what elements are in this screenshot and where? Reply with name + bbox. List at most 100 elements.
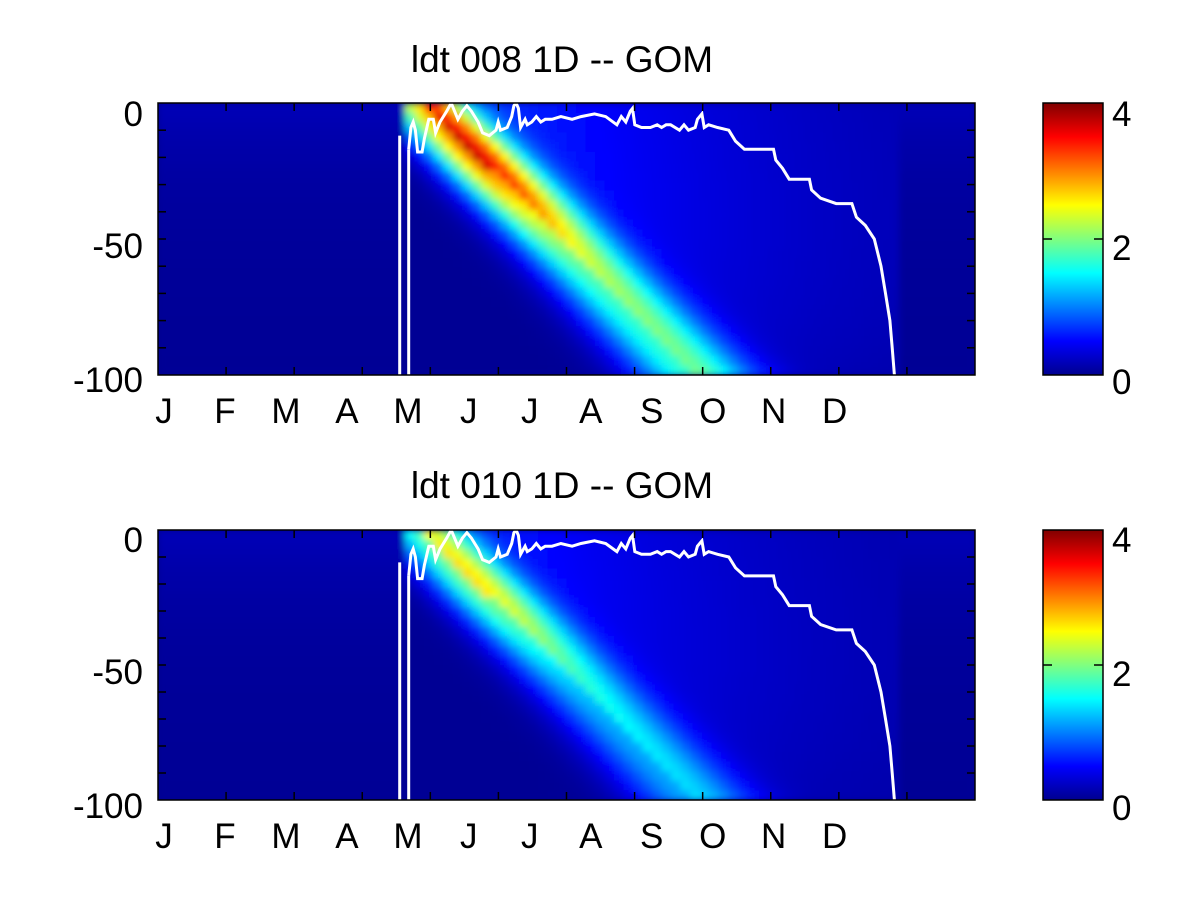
heatmap-cell <box>576 355 587 367</box>
heatmap-cell <box>604 780 615 792</box>
heatmap-cell <box>842 248 853 260</box>
heatmap-cell <box>785 713 796 724</box>
heatmap-cell <box>899 180 910 192</box>
heatmap-cell <box>329 742 340 753</box>
heatmap-cell <box>367 229 378 240</box>
heatmap-cell <box>614 103 625 114</box>
heatmap-cell <box>338 151 349 163</box>
heatmap-cell <box>481 655 492 666</box>
heatmap-cell <box>785 141 796 153</box>
heatmap-cell <box>918 558 929 570</box>
heatmap-cell <box>338 336 349 347</box>
heatmap-cell <box>243 180 254 192</box>
heatmap-cell <box>633 616 644 628</box>
heatmap-cell <box>804 549 815 560</box>
heatmap-cell <box>804 703 815 715</box>
heatmap-cell <box>509 790 520 800</box>
heatmap-cell <box>519 722 530 734</box>
heatmap-cell <box>519 141 530 153</box>
heatmap-cell <box>376 151 387 163</box>
heatmap-cell <box>243 713 254 724</box>
heatmap-cell <box>177 616 188 628</box>
heatmap-cell <box>386 219 397 231</box>
heatmap-cell <box>842 190 853 201</box>
heatmap-cell <box>310 713 321 724</box>
heatmap-cell <box>519 780 530 792</box>
heatmap-cell <box>186 549 197 560</box>
heatmap-cell <box>196 161 207 172</box>
heatmap-cell <box>633 684 644 695</box>
heatmap-cell <box>604 674 615 686</box>
heatmap-cell <box>737 597 748 608</box>
heatmap-cell <box>547 151 558 163</box>
heatmap-cell <box>908 578 919 589</box>
heatmap-cell <box>177 703 188 715</box>
heatmap-cell <box>756 539 767 551</box>
heatmap-cell <box>433 171 444 182</box>
heatmap-cell <box>329 703 340 715</box>
heatmap-cell <box>519 209 530 221</box>
heatmap-cell <box>785 655 796 666</box>
heatmap-cell <box>310 674 321 686</box>
heatmap-cell <box>842 780 853 792</box>
x-tick-label: M <box>271 392 300 431</box>
heatmap-cell <box>433 568 444 580</box>
heatmap-cell <box>338 751 349 763</box>
heatmap-cell <box>756 209 767 221</box>
heatmap-cell <box>832 674 843 686</box>
heatmap-cell <box>509 597 520 608</box>
heatmap-cell <box>547 674 558 686</box>
heatmap-cell <box>766 578 777 589</box>
heatmap-cell <box>832 297 843 308</box>
heatmap-cell <box>528 239 539 250</box>
colorbar-tick-label: 2 <box>1112 655 1131 694</box>
heatmap-cell <box>718 684 729 695</box>
heatmap-cell <box>766 703 777 715</box>
heatmap-cell <box>604 200 615 211</box>
heatmap-cell <box>823 722 834 734</box>
heatmap-cell <box>851 693 862 705</box>
heatmap-cell <box>861 103 872 114</box>
heatmap-cell <box>547 316 558 328</box>
heatmap-cell <box>642 326 653 337</box>
heatmap-cell <box>927 674 938 686</box>
heatmap-cell <box>652 578 663 589</box>
heatmap-cell <box>699 616 710 628</box>
heatmap-cell <box>870 636 881 647</box>
heatmap-cell <box>348 732 359 743</box>
heatmap-cell <box>509 365 520 375</box>
heatmap-cell <box>756 607 767 618</box>
heatmap-cell <box>310 722 321 734</box>
heatmap-cell <box>319 180 330 192</box>
heatmap-cell <box>310 607 321 618</box>
heatmap-cell <box>196 307 207 318</box>
heatmap-cell <box>614 780 625 792</box>
heatmap-cell <box>861 326 872 337</box>
heatmap-cell <box>272 790 283 800</box>
heatmap-cell <box>728 287 739 299</box>
heatmap-cell <box>652 277 663 289</box>
heatmap-cell <box>500 655 511 666</box>
heatmap-cell <box>633 713 644 724</box>
y-tick-label: -50 <box>92 227 143 266</box>
heatmap-cell <box>756 790 767 800</box>
heatmap-cell <box>424 122 435 133</box>
heatmap-cell <box>633 132 644 143</box>
colorbar-gradient <box>1042 529 1104 801</box>
heatmap-cell <box>386 180 397 192</box>
heatmap-cell <box>870 141 881 153</box>
heatmap-cell <box>614 703 625 715</box>
heatmap-cell <box>576 549 587 560</box>
heatmap-cell <box>471 297 482 308</box>
heatmap-cell <box>462 307 473 318</box>
heatmap-cell <box>946 607 957 618</box>
heatmap-cell <box>462 790 473 800</box>
heatmap-cell <box>775 277 786 289</box>
heatmap-cell <box>661 578 672 589</box>
heatmap-cell <box>794 539 805 551</box>
heatmap-cell <box>785 684 796 695</box>
heatmap-cell <box>443 132 454 143</box>
heatmap-cell <box>291 268 302 279</box>
heatmap-cell <box>661 693 672 705</box>
heatmap-cell <box>557 597 568 608</box>
